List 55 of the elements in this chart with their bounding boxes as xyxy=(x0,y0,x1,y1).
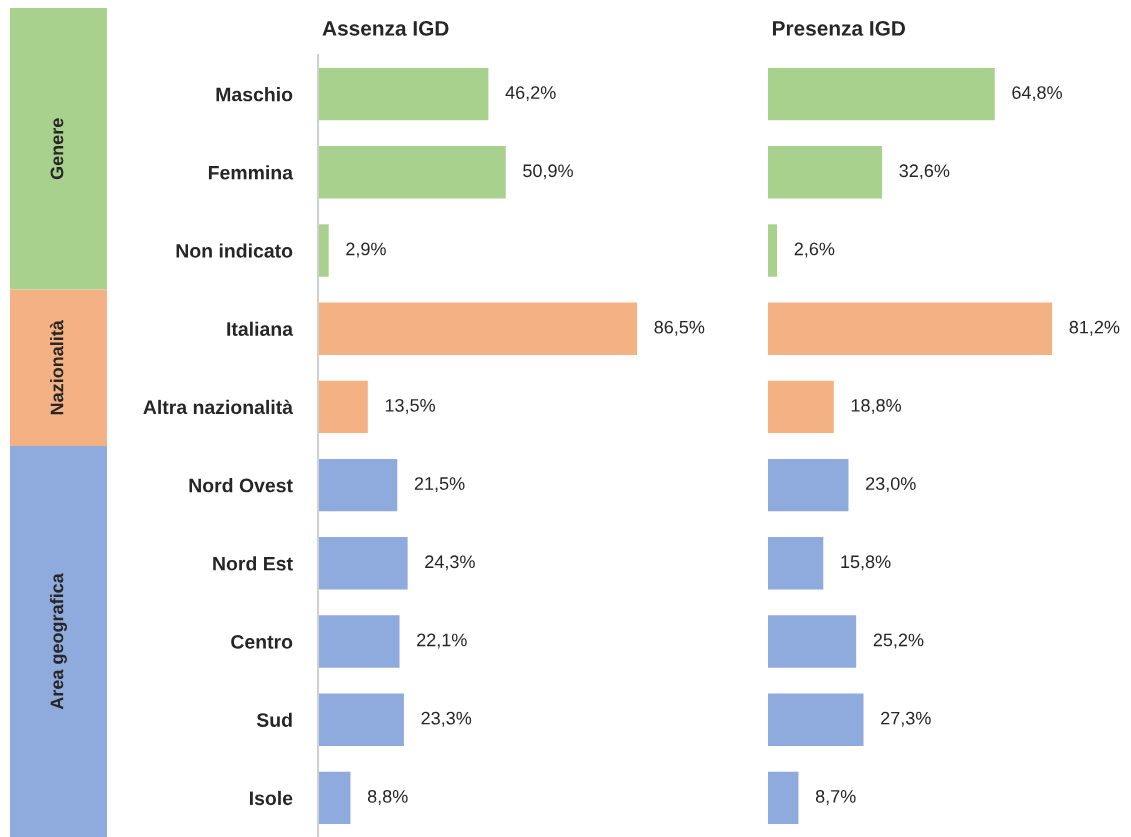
y-tick-label: Femmina xyxy=(208,165,294,180)
text: Nazionalità xyxy=(49,320,64,415)
data-label: 50,9% xyxy=(523,164,573,180)
text: Area geografica xyxy=(50,573,67,710)
data-label: 23,3% xyxy=(421,711,472,727)
data-label: 27,3% xyxy=(881,711,931,727)
bar xyxy=(318,302,638,355)
bar xyxy=(768,537,824,590)
y-tick-label: Non indicato xyxy=(176,243,293,258)
data-label: 25,2% xyxy=(873,633,924,649)
chart-title: Presenza IGD xyxy=(772,21,906,36)
data-label: 32,6% xyxy=(899,164,950,180)
data-label: 8,8% xyxy=(367,789,408,805)
bar xyxy=(768,224,778,277)
data-label: 2,6% xyxy=(794,242,835,258)
data-label: 81,2% xyxy=(1069,320,1120,336)
bar xyxy=(768,146,883,199)
data-label: 86,5% xyxy=(654,320,705,336)
data-label: 64,8% xyxy=(1012,86,1062,102)
data-label: 8,7% xyxy=(815,789,856,805)
y-tick-label: Centro xyxy=(231,634,293,649)
bar xyxy=(318,537,408,590)
bar xyxy=(768,615,857,668)
data-label: 15,8% xyxy=(841,555,891,571)
bar xyxy=(768,771,799,825)
data-label: 2,9% xyxy=(346,242,386,258)
bar xyxy=(768,302,1053,355)
data-label: 18,8% xyxy=(851,398,901,414)
data-label: 13,5% xyxy=(385,398,436,414)
data-label: 24,3% xyxy=(425,555,475,571)
bar xyxy=(318,224,329,277)
bar xyxy=(318,693,404,746)
y-tick-label: Italiana xyxy=(227,321,294,336)
data-label: 23,0% xyxy=(866,477,916,493)
bar xyxy=(318,615,400,668)
y-tick-label: Isole xyxy=(249,790,293,806)
chart-title: Assenza IGD xyxy=(322,21,449,36)
y-tick-label: Sud xyxy=(256,712,292,727)
bar xyxy=(768,693,864,746)
bar xyxy=(768,380,834,434)
bar xyxy=(318,380,368,434)
bar xyxy=(318,146,506,199)
y-tick-label: Maschio xyxy=(216,87,293,102)
data-label: 46,2% xyxy=(505,86,556,102)
y-tick-label: Nord Ovest xyxy=(189,478,293,493)
text: Genere xyxy=(50,118,64,180)
y-tick-label: Nord Est xyxy=(213,556,293,571)
data-label: 21,5% xyxy=(414,477,465,493)
bar xyxy=(768,458,849,512)
data-label: 22,1% xyxy=(417,633,467,649)
bar xyxy=(318,771,351,825)
bar xyxy=(318,458,398,512)
bar xyxy=(318,67,489,121)
bar xyxy=(768,67,995,121)
y-tick-label: Altra nazionalità xyxy=(143,399,294,415)
